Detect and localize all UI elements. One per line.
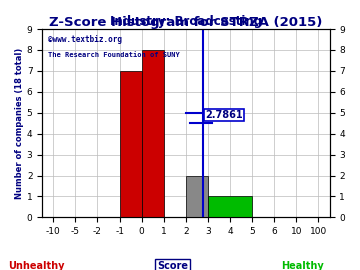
Text: Unhealthy: Unhealthy [8,261,64,270]
Text: Healthy: Healthy [281,261,324,270]
Bar [120,71,142,217]
Text: The Research Foundation of SUNY: The Research Foundation of SUNY [48,52,180,58]
Title: Z-Score Histogram for STRZA (2015): Z-Score Histogram for STRZA (2015) [49,16,323,29]
Y-axis label: Number of companies (18 total): Number of companies (18 total) [15,48,24,199]
Text: ©www.textbiz.org: ©www.textbiz.org [48,35,122,44]
Bar [208,197,252,217]
Text: Industry: Broadcasting: Industry: Broadcasting [110,15,262,28]
Bar [186,176,208,217]
Text: 2.7861: 2.7861 [205,110,243,120]
Text: Score: Score [157,261,188,270]
Bar [142,50,164,217]
